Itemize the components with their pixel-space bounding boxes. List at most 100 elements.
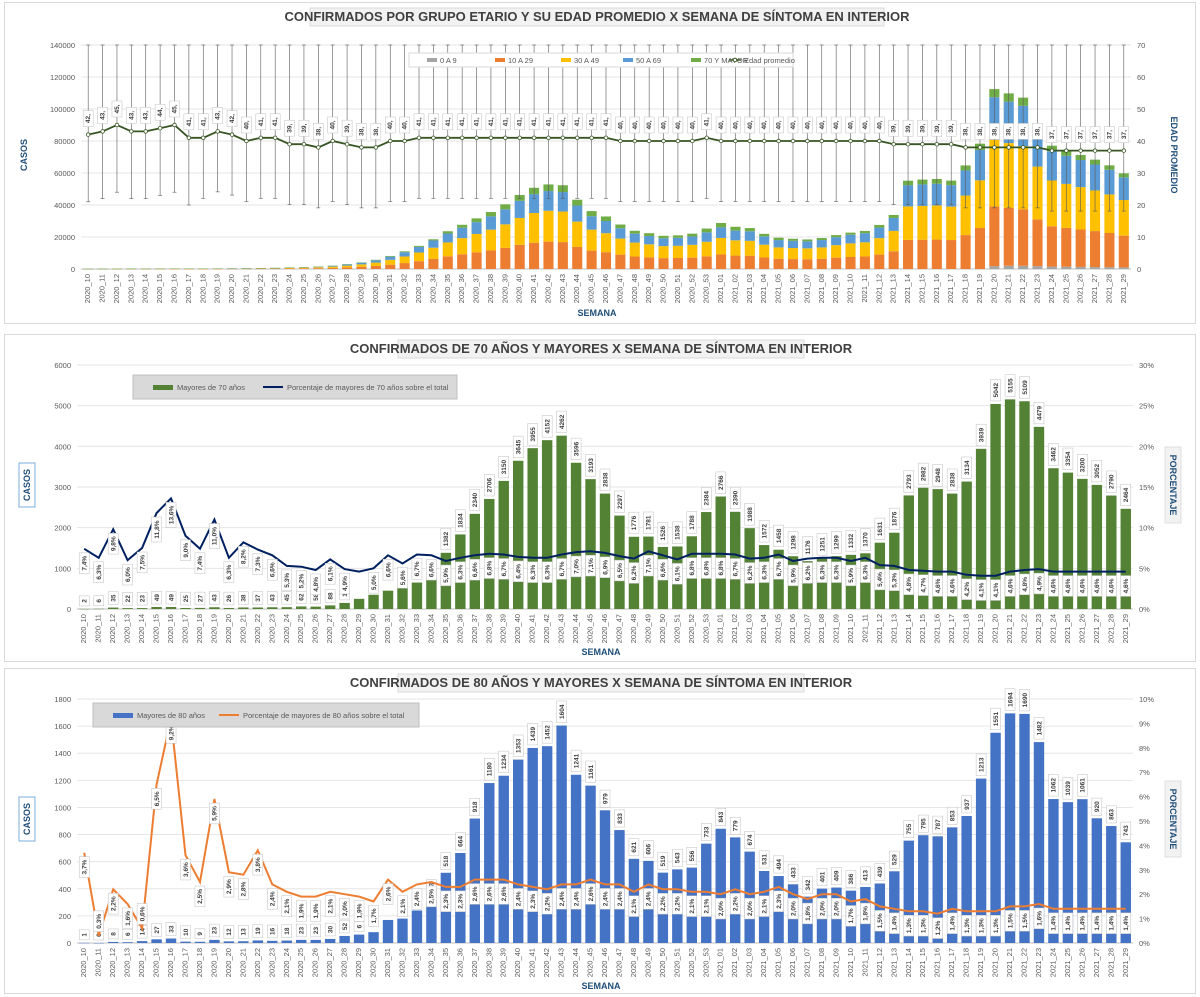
bar-value-label-box — [1077, 774, 1088, 797]
average-age-point — [589, 135, 594, 140]
bar — [1077, 799, 1088, 943]
average-age-label-box — [744, 116, 756, 134]
bar-value-label: 529 — [892, 854, 899, 865]
percentage-label: 4,8% — [1022, 577, 1029, 592]
percentage-label-box — [484, 883, 495, 905]
bar-value-label: 23 — [299, 926, 306, 934]
bar — [1004, 399, 1016, 609]
bar — [715, 828, 726, 943]
x-tick-label: 2021_26 — [1076, 274, 1085, 303]
bar-segment — [874, 227, 885, 239]
x-tick-label: 2020_11 — [98, 274, 107, 303]
percentage-label: 1,5% — [877, 913, 884, 928]
average-age-point — [114, 122, 120, 128]
y2-tick-label: 20% — [1139, 442, 1154, 451]
average-age-point — [301, 141, 307, 147]
bar-value-label-box — [715, 808, 726, 826]
average-age-label-box — [931, 119, 943, 137]
bar-segment — [888, 217, 899, 231]
bar-value-label-box — [860, 866, 871, 885]
x-tick-label: 2020_41 — [529, 274, 538, 303]
average-age-label: 40, — [862, 120, 869, 129]
bar-value-label: 62 — [299, 593, 306, 601]
percentage-label-box — [874, 910, 886, 932]
average-age-label: 41, — [589, 117, 596, 126]
percentage-label: 0,6% — [139, 906, 146, 921]
x-tick-label: 2020_22 — [253, 614, 262, 643]
average-age-point — [1035, 145, 1040, 150]
percentage-label: 1,3% — [993, 918, 1000, 933]
over-80-chart-panel: CONFIRMADOS DE 80 AÑOS Y MAYORES X SEMAN… — [4, 668, 1196, 994]
x-tick-label: 2020_36 — [455, 948, 464, 977]
bar-value-label-box — [773, 855, 784, 874]
y-tick-label: 60000 — [54, 169, 75, 178]
bar-value-label-box — [628, 511, 640, 535]
bar — [1091, 484, 1103, 609]
y-tick-label: 0 — [67, 605, 71, 614]
percentage-label-box — [860, 902, 871, 925]
bar-segment — [644, 236, 655, 245]
bar-value-label: 755 — [906, 823, 913, 834]
y-tick-label: 0 — [71, 265, 75, 274]
x-tick-label: 2021_23 — [1034, 614, 1043, 643]
bar-segment — [1118, 235, 1129, 268]
percentage-label: 9,0% — [183, 543, 190, 558]
bar-value-label: 88 — [327, 592, 334, 600]
x-tick-label: 2020_39 — [500, 274, 509, 303]
bar-segment — [1104, 233, 1115, 268]
x-tick-label: 2020_46 — [600, 614, 609, 643]
percentage-label: 1,2% — [935, 920, 942, 935]
legend-line-marker — [732, 57, 738, 63]
average-age-point — [459, 135, 465, 140]
bar-segment — [385, 256, 396, 260]
bar-value-label-box — [455, 509, 466, 532]
bar-value-label-box — [831, 867, 842, 885]
bar-segment — [457, 224, 468, 228]
bar-segment — [500, 247, 511, 269]
y-tick-label: 1000 — [54, 803, 71, 812]
percentage-label-box — [1033, 907, 1045, 930]
x-tick-label: 2020_19 — [213, 274, 222, 303]
average-age-point — [992, 145, 997, 150]
x-tick-label: 2021_14 — [903, 274, 912, 303]
x-tick-label: 2021_19 — [976, 948, 985, 977]
x-tick-label: 2020_16 — [169, 274, 178, 303]
percentage-label: 2,1% — [631, 899, 638, 914]
x-tick-label: 2020_50 — [659, 274, 668, 303]
bar-value-label: 918 — [472, 801, 479, 812]
percentage-label: 2,1% — [761, 899, 768, 914]
bar-value-label-box — [975, 423, 987, 447]
average-age-label-box — [974, 123, 986, 140]
x-tick-label: 2020_32 — [397, 614, 406, 643]
x-tick-label: 2021_21 — [1005, 948, 1014, 977]
percentage-label: 2,4% — [559, 891, 566, 906]
bar-value-label: 1482 — [1036, 721, 1043, 736]
bar — [353, 934, 365, 943]
legend-swatch — [623, 58, 633, 62]
bar-value-label: 25 — [183, 595, 190, 603]
bar-value-label: 863 — [1109, 809, 1116, 820]
percentage-label-box — [672, 893, 683, 915]
bar-segment — [1003, 265, 1014, 269]
bar-segment — [600, 233, 612, 253]
average-age-label-box — [1017, 123, 1029, 140]
percentage-label: 4,6% — [1094, 578, 1101, 593]
percentage-label: 1,4% — [1080, 916, 1087, 931]
bar-segment — [370, 259, 381, 261]
bar-value-label: 1370 — [863, 532, 870, 547]
percentage-label: 6,0% — [125, 567, 132, 582]
percentage-label-box — [831, 561, 842, 583]
bar-value-label: 409 — [834, 870, 841, 881]
percentage-label-box — [93, 561, 104, 583]
bar-value-label: 6 — [356, 924, 363, 928]
bar-segment — [615, 254, 626, 269]
percentage-label: 6,3% — [819, 565, 826, 580]
percentage-label: 6,6% — [660, 562, 667, 577]
bar-segment — [744, 231, 755, 241]
bar-segment — [615, 238, 626, 255]
percentage-label-box — [194, 552, 206, 574]
bar-value-label-box — [932, 815, 943, 834]
average-age-point — [675, 138, 681, 144]
average-age-point — [244, 138, 249, 144]
bar-segment — [442, 231, 453, 234]
